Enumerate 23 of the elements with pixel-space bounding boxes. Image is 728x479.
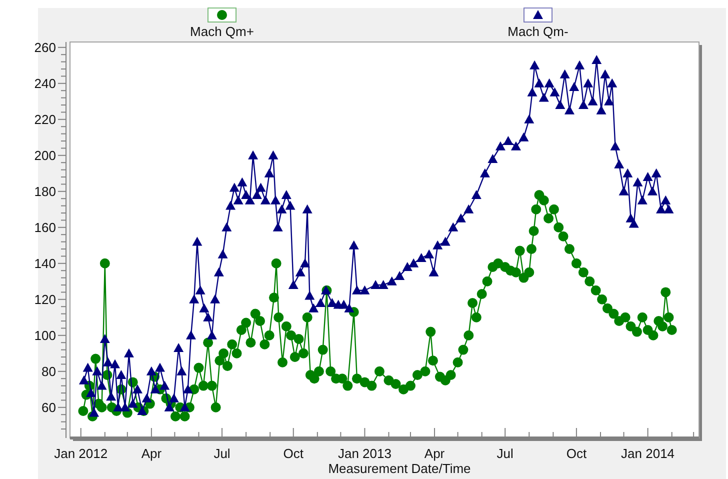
x-axis-title: Measurement Date/Time: [328, 461, 471, 476]
y-tick-label: 180: [34, 184, 56, 199]
y-tick-label: 80: [42, 364, 56, 379]
x-tick-label: Jul: [496, 446, 514, 461]
x-tick-label: Apr: [424, 446, 446, 461]
y-tick-label: 60: [42, 400, 56, 415]
y-tick-label: 220: [34, 112, 56, 127]
x-tick-label: Jan 2014: [621, 446, 675, 461]
y-tick-label: 120: [34, 292, 56, 307]
x-tick-label: Oct: [566, 446, 587, 461]
legend-label: Mach Qm-: [508, 24, 568, 39]
x-tick-label: Oct: [283, 446, 304, 461]
x-tick-label: Jul: [214, 446, 230, 461]
y-tick-label: 140: [34, 256, 56, 271]
y-tick-label: 100: [34, 328, 56, 343]
legend-label: Mach Qm+: [190, 24, 254, 39]
x-tick-label: Jan 2012: [54, 446, 108, 461]
y-tick-label: 260: [34, 40, 56, 55]
y-tick-label: 200: [34, 148, 56, 163]
y-tick-label: 240: [34, 76, 56, 91]
x-tick-label: Jan 2013: [338, 446, 392, 461]
x-tick-label: Apr: [141, 446, 162, 461]
y-tick-label: 160: [34, 220, 56, 235]
